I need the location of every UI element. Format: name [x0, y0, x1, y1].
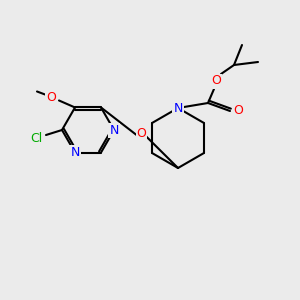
Text: Cl: Cl [30, 131, 42, 145]
Text: O: O [136, 127, 146, 140]
Text: O: O [211, 74, 221, 88]
Text: N: N [173, 101, 183, 115]
Text: N: N [70, 146, 80, 159]
Text: O: O [46, 91, 56, 104]
Text: O: O [233, 104, 243, 118]
Text: N: N [109, 124, 119, 136]
